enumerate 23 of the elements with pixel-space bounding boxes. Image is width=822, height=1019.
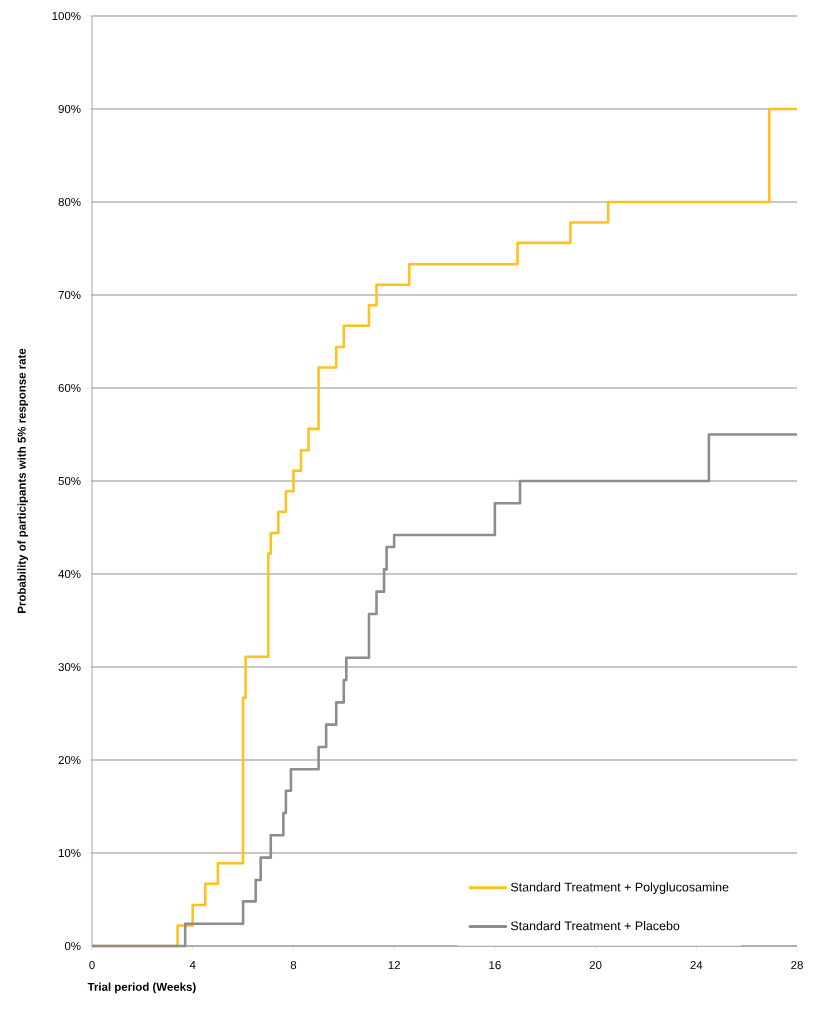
y-tick-label: 30% xyxy=(58,662,81,672)
x-axis-title: Trial period (Weeks) xyxy=(87,982,196,994)
y-tick-label: 20% xyxy=(58,755,81,765)
legend-label: Standard Treatment + Placebo xyxy=(510,921,680,931)
y-tick-label: 70% xyxy=(58,290,81,300)
y-tick-label: 10% xyxy=(58,848,81,858)
x-tick-label: 0 xyxy=(89,961,95,970)
x-tick-label: 8 xyxy=(290,961,297,970)
x-tick-label: 24 xyxy=(690,961,703,970)
y-axis-title: Probability of participants with 5% response rate xyxy=(17,348,29,613)
legend-label: Standard Treatment + Polyglucosamine xyxy=(510,882,729,894)
y-tick-label: 50% xyxy=(58,476,81,486)
y-tick-label: 60% xyxy=(58,383,81,393)
y-tick-label: 90% xyxy=(58,104,81,114)
x-tick-label: 20 xyxy=(589,961,602,970)
x-tick-label: 16 xyxy=(489,961,501,970)
x-tick-label: 4 xyxy=(189,961,196,969)
y-tick-label: 100% xyxy=(52,11,81,21)
y-tick-label: 0% xyxy=(64,941,81,951)
x-tick-label: 28 xyxy=(791,961,803,970)
x-tick-label: 12 xyxy=(388,961,400,970)
y-tick-label: 40% xyxy=(58,569,81,579)
y-tick-label: 80% xyxy=(58,197,81,207)
